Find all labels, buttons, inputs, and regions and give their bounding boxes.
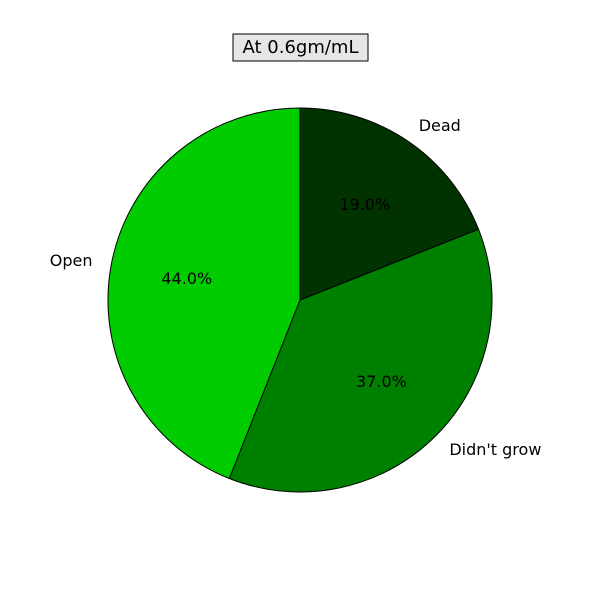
slices-layer xyxy=(107,107,493,493)
pie-slice-label-dead: Dead xyxy=(419,116,461,135)
chart-title: At 0.6gm/mL xyxy=(243,37,359,58)
pie-pct-label-didn-t-grow: 37.0% xyxy=(356,372,407,391)
pie-slice-label-didn-t-grow: Didn't grow xyxy=(449,440,541,459)
pie-pct-label-open: 44.0% xyxy=(161,269,212,288)
labels-layer: 19.0% Dead 37.0% Didn't grow 44.0% Open xyxy=(50,116,542,459)
pie-slice-open xyxy=(107,107,301,480)
pie-slice-dead xyxy=(299,107,480,301)
pie-slice-didn-t-grow xyxy=(228,228,493,493)
pie-slice-label-open: Open xyxy=(50,251,93,270)
chart-title-box xyxy=(232,33,369,62)
chart-title-group: At 0.6gm/mL xyxy=(232,33,369,62)
pie-pct-label-dead: 19.0% xyxy=(339,195,390,214)
